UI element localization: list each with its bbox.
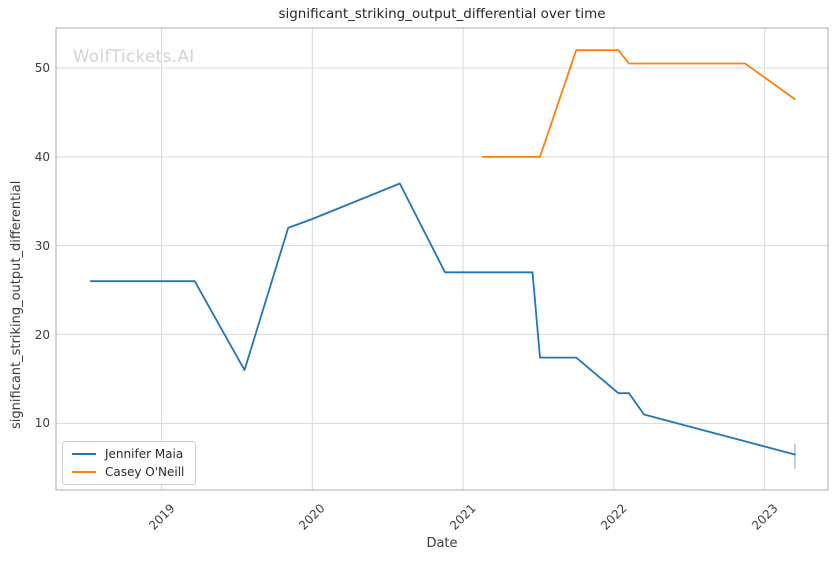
series-line-casey-o-neill [481,49,796,158]
legend: Jennifer Maia Casey O'Neill [62,441,197,485]
watermark: WolfTickets.AI [73,47,195,66]
plot-border [55,27,829,491]
y-tick-label-10: 10 [34,416,50,431]
y-tick-label-30: 30 [34,238,50,253]
legend-item: Casey O'Neill [72,465,184,479]
legend-swatch-casey-oneill [72,471,96,473]
x-axis-label: Date [426,536,458,551]
y-tick-label-40: 40 [34,149,50,164]
y-tick-label-20: 20 [34,327,50,342]
legend-item: Jennifer Maia [72,447,184,461]
legend-label: Casey O'Neill [105,465,185,479]
legend-label: Jennifer Maia [105,447,184,461]
y-tick-label-50: 50 [34,60,50,75]
series-line-jennifer-maia [89,182,796,456]
chart-title: significant_striking_output_differential… [278,6,606,22]
legend-swatch-jennifer-maia [72,453,96,455]
